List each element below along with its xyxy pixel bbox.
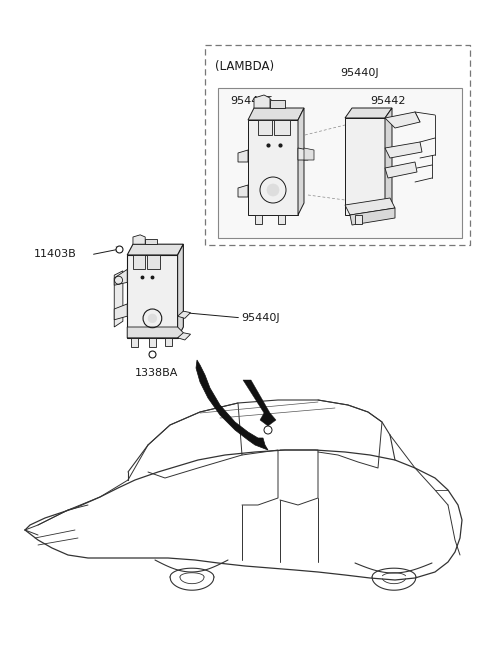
Polygon shape bbox=[131, 338, 138, 347]
Polygon shape bbox=[355, 215, 362, 224]
Polygon shape bbox=[114, 271, 123, 327]
Polygon shape bbox=[238, 185, 248, 197]
Polygon shape bbox=[127, 255, 178, 338]
Polygon shape bbox=[149, 338, 156, 347]
Polygon shape bbox=[258, 120, 272, 135]
Polygon shape bbox=[385, 142, 422, 158]
Polygon shape bbox=[248, 120, 298, 215]
Polygon shape bbox=[147, 255, 159, 269]
Polygon shape bbox=[298, 108, 304, 215]
Polygon shape bbox=[304, 148, 314, 160]
Polygon shape bbox=[114, 269, 127, 285]
Circle shape bbox=[148, 314, 156, 323]
Circle shape bbox=[267, 184, 279, 196]
Polygon shape bbox=[385, 112, 420, 128]
Polygon shape bbox=[178, 311, 191, 319]
Polygon shape bbox=[254, 95, 270, 108]
Polygon shape bbox=[238, 150, 248, 162]
Polygon shape bbox=[127, 244, 183, 255]
Polygon shape bbox=[385, 162, 417, 178]
Polygon shape bbox=[178, 332, 191, 340]
Polygon shape bbox=[196, 360, 268, 450]
Polygon shape bbox=[298, 148, 308, 160]
Text: 95440J: 95440J bbox=[241, 313, 280, 323]
Polygon shape bbox=[243, 380, 276, 426]
Text: 95442: 95442 bbox=[370, 96, 406, 106]
Polygon shape bbox=[255, 215, 262, 224]
Text: (LAMBDA): (LAMBDA) bbox=[215, 60, 274, 73]
Text: 11403B: 11403B bbox=[34, 249, 76, 260]
Polygon shape bbox=[133, 235, 145, 244]
Polygon shape bbox=[145, 239, 157, 244]
Polygon shape bbox=[165, 338, 172, 346]
Polygon shape bbox=[345, 118, 385, 215]
Polygon shape bbox=[270, 100, 285, 108]
Text: 95441E: 95441E bbox=[230, 96, 272, 106]
Polygon shape bbox=[385, 108, 392, 215]
Polygon shape bbox=[278, 215, 285, 224]
Text: 95440J: 95440J bbox=[340, 68, 379, 78]
Polygon shape bbox=[114, 304, 127, 320]
Text: 1338BA: 1338BA bbox=[134, 369, 178, 378]
Polygon shape bbox=[248, 108, 304, 120]
Polygon shape bbox=[274, 120, 290, 135]
Bar bbox=[218, 88, 462, 238]
Polygon shape bbox=[350, 208, 395, 225]
Polygon shape bbox=[127, 327, 183, 338]
Polygon shape bbox=[133, 255, 145, 269]
Polygon shape bbox=[178, 244, 183, 338]
Polygon shape bbox=[345, 198, 395, 215]
Polygon shape bbox=[345, 108, 392, 118]
